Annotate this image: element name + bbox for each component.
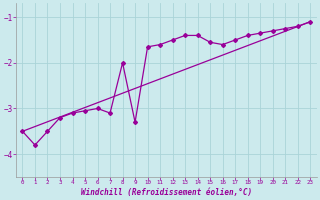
X-axis label: Windchill (Refroidissement éolien,°C): Windchill (Refroidissement éolien,°C) <box>81 188 252 197</box>
